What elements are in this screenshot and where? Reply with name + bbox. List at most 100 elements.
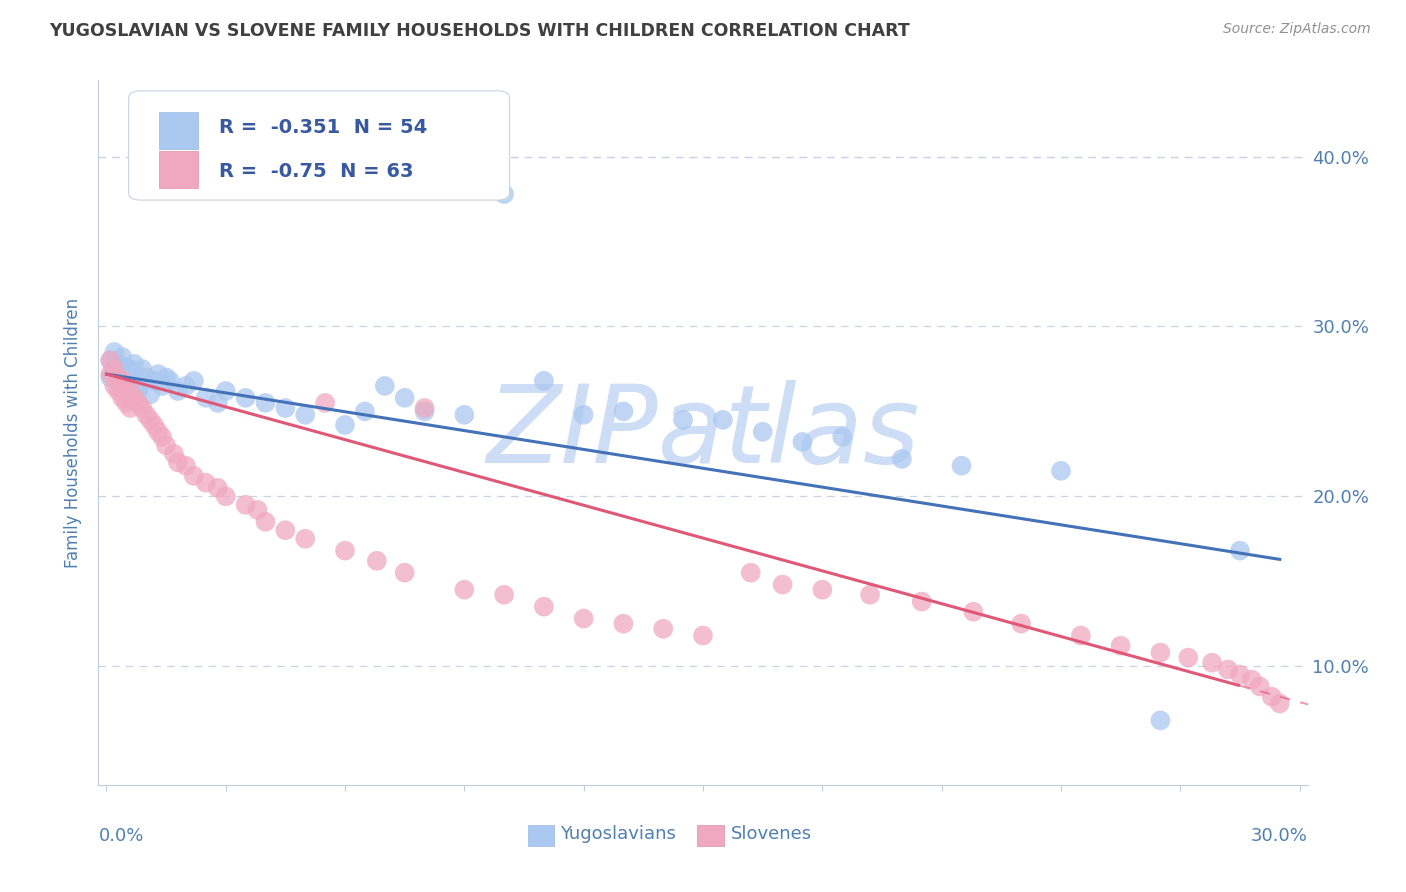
Point: [139, 413, 162, 427]
Point: [246, 503, 269, 517]
Point: [859, 588, 882, 602]
Point: [127, 379, 149, 393]
Point: [652, 622, 675, 636]
Point: [294, 408, 316, 422]
Point: [120, 401, 142, 415]
Point: [1149, 714, 1171, 728]
Point: [98, 370, 121, 384]
Point: [98, 367, 121, 381]
Point: [711, 413, 734, 427]
Point: [740, 566, 762, 580]
Point: [911, 594, 934, 608]
Point: [155, 370, 177, 384]
Point: [146, 425, 169, 439]
Point: [1070, 628, 1092, 642]
Point: [163, 447, 186, 461]
Point: [413, 404, 436, 418]
Point: [107, 384, 129, 398]
Point: [1261, 690, 1284, 704]
Text: Source: ZipAtlas.com: Source: ZipAtlas.com: [1223, 22, 1371, 37]
Point: [890, 452, 912, 467]
Text: ZIPatlas: ZIPatlas: [486, 380, 920, 485]
Point: [98, 353, 121, 368]
Point: [792, 434, 814, 449]
Point: [111, 350, 134, 364]
Point: [207, 396, 229, 410]
Point: [235, 391, 257, 405]
Point: [115, 396, 138, 410]
Point: [333, 543, 356, 558]
Point: [254, 515, 277, 529]
Point: [572, 408, 595, 422]
Point: [494, 187, 516, 202]
Point: [314, 396, 336, 410]
Point: [254, 396, 277, 410]
Point: [274, 523, 297, 537]
Point: [143, 417, 166, 432]
Point: [453, 408, 475, 422]
Point: [131, 362, 153, 376]
FancyBboxPatch shape: [159, 112, 198, 149]
Point: [831, 430, 853, 444]
Point: [672, 413, 695, 427]
Point: [150, 430, 173, 444]
Point: [183, 374, 205, 388]
Text: R =  -0.75  N = 63: R = -0.75 N = 63: [219, 162, 413, 181]
Point: [215, 384, 238, 398]
FancyBboxPatch shape: [159, 152, 198, 188]
Point: [772, 577, 794, 591]
Point: [122, 357, 145, 371]
Point: [1149, 646, 1171, 660]
Point: [1268, 697, 1291, 711]
FancyBboxPatch shape: [129, 91, 509, 200]
Point: [394, 391, 416, 405]
Point: [612, 404, 634, 418]
Point: [413, 401, 436, 415]
FancyBboxPatch shape: [527, 825, 554, 847]
Text: Yugoslavians: Yugoslavians: [561, 825, 676, 843]
Point: [103, 362, 125, 376]
Point: [103, 362, 125, 376]
Point: [103, 345, 125, 359]
Y-axis label: Family Households with Children: Family Households with Children: [65, 298, 83, 567]
Point: [135, 408, 157, 422]
Point: [115, 360, 138, 375]
Point: [155, 438, 177, 452]
Point: [146, 367, 169, 381]
Point: [374, 379, 396, 393]
Point: [572, 611, 595, 625]
Point: [533, 374, 555, 388]
Text: YUGOSLAVIAN VS SLOVENE FAMILY HOUSEHOLDS WITH CHILDREN CORRELATION CHART: YUGOSLAVIAN VS SLOVENE FAMILY HOUSEHOLDS…: [49, 22, 910, 40]
Text: 30.0%: 30.0%: [1251, 827, 1308, 846]
Point: [120, 374, 142, 388]
Point: [98, 353, 121, 368]
Point: [122, 391, 145, 405]
Point: [183, 469, 205, 483]
Point: [115, 379, 138, 393]
Point: [159, 374, 181, 388]
Point: [1229, 543, 1251, 558]
Point: [1201, 656, 1223, 670]
Point: [107, 370, 129, 384]
Point: [354, 404, 377, 418]
Point: [107, 357, 129, 371]
Point: [120, 384, 142, 398]
Text: 0.0%: 0.0%: [98, 827, 143, 846]
Point: [103, 379, 125, 393]
Point: [950, 458, 973, 473]
Point: [111, 391, 134, 405]
Point: [494, 588, 516, 602]
Point: [1050, 464, 1073, 478]
Point: [127, 396, 149, 410]
Point: [294, 532, 316, 546]
Point: [167, 455, 190, 469]
FancyBboxPatch shape: [697, 825, 724, 847]
Point: [1109, 639, 1132, 653]
Text: Slovenes: Slovenes: [731, 825, 811, 843]
Point: [751, 425, 773, 439]
Point: [533, 599, 555, 614]
Point: [692, 628, 714, 642]
Point: [333, 417, 356, 432]
Point: [139, 387, 162, 401]
Point: [127, 384, 149, 398]
